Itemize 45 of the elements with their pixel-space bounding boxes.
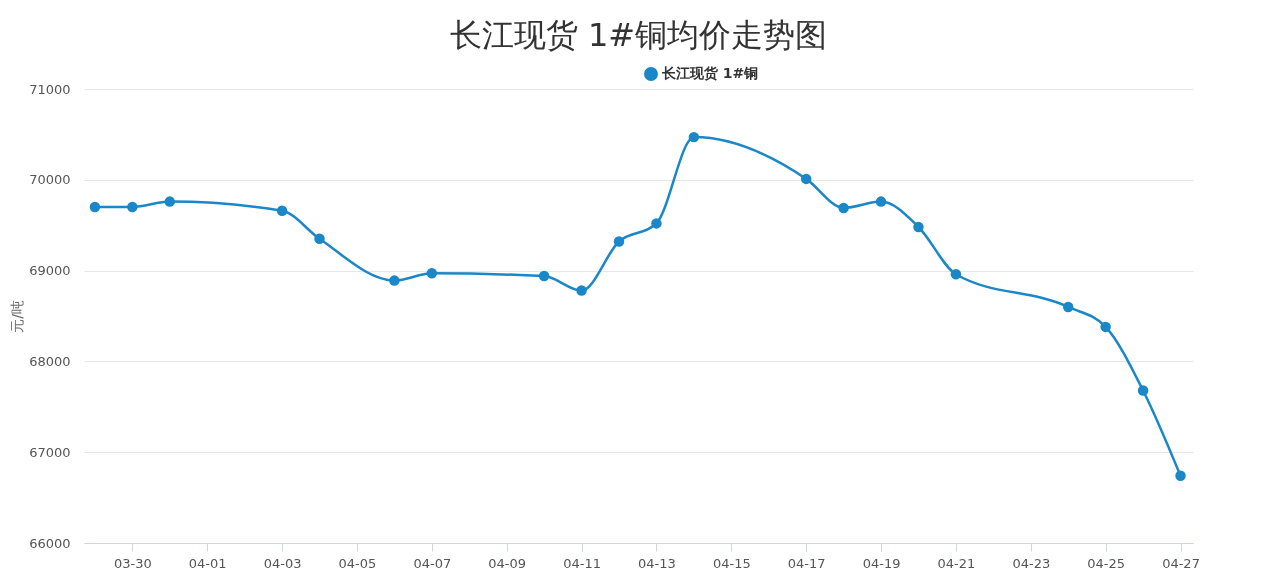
x-tick-label: 04-07 bbox=[413, 555, 452, 571]
point bbox=[576, 285, 587, 296]
x-tick-label: 04-09 bbox=[488, 555, 527, 571]
y-axis-title: 元/吨 bbox=[9, 300, 26, 333]
x-tick-label: 04-03 bbox=[263, 555, 302, 571]
point bbox=[1175, 470, 1186, 482]
point bbox=[838, 202, 849, 214]
point bbox=[651, 218, 662, 229]
y-tick-label: 68000 bbox=[29, 353, 71, 369]
point bbox=[426, 268, 438, 279]
point bbox=[89, 201, 101, 213]
point bbox=[276, 205, 288, 216]
x-tick-label: 04-11 bbox=[563, 555, 601, 571]
x-tick-label: 04-21 bbox=[937, 555, 976, 571]
point bbox=[688, 131, 700, 143]
y-tick-label: 66000 bbox=[29, 535, 71, 551]
point bbox=[913, 221, 924, 233]
y-tick-label: 67000 bbox=[29, 444, 71, 460]
point bbox=[1137, 385, 1149, 396]
x-tick-label: 04-19 bbox=[862, 555, 901, 571]
point bbox=[127, 201, 138, 213]
x-tick-label: 04-17 bbox=[787, 555, 826, 571]
x-tick-label: 04-23 bbox=[1012, 555, 1051, 571]
point bbox=[538, 270, 550, 282]
y-tick-label: 69000 bbox=[29, 263, 71, 279]
point bbox=[950, 269, 962, 280]
y-tick-label: 70000 bbox=[29, 172, 71, 188]
point bbox=[1100, 321, 1111, 333]
y-tick-label: 71000 bbox=[29, 81, 71, 97]
x-tick-label: 04-27 bbox=[1162, 555, 1200, 571]
point bbox=[800, 173, 812, 185]
x-tick-label: 04-25 bbox=[1087, 555, 1126, 571]
x-tick-label: 04-13 bbox=[638, 555, 676, 571]
x-tick-label: 04-01 bbox=[188, 555, 227, 571]
point bbox=[613, 236, 625, 247]
x-tick-label: 04-15 bbox=[712, 555, 751, 571]
point bbox=[1062, 301, 1074, 313]
point bbox=[389, 275, 400, 286]
legend-label: 长江现货 1#铜 bbox=[661, 65, 759, 81]
x-tick-label: 04-05 bbox=[338, 555, 377, 571]
point bbox=[875, 196, 887, 207]
point bbox=[164, 196, 176, 207]
point bbox=[314, 233, 325, 245]
chart-title: 长江现货 1#铜均价走势图 bbox=[449, 16, 828, 54]
x-tick-label: 03-30 bbox=[113, 555, 152, 571]
